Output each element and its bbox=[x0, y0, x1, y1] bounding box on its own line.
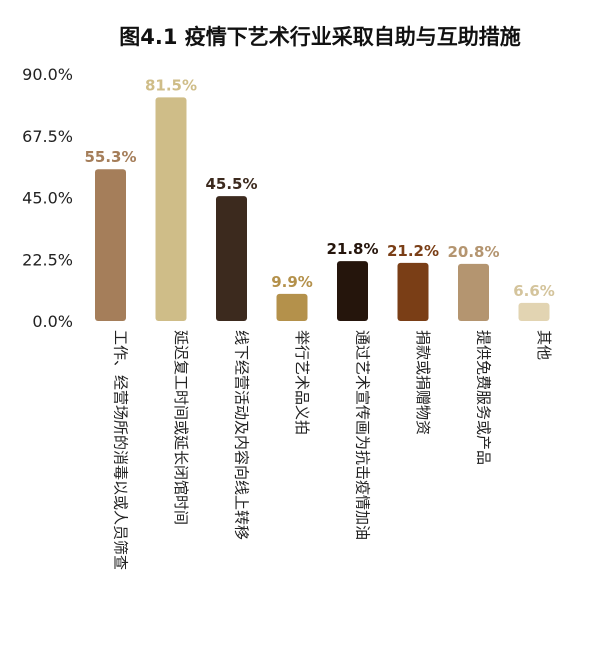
y-tick-label: 22.5% bbox=[22, 250, 73, 269]
value-labels-group: 55.3% 81.5% 45.5% 9.9% 21.8% 21.2% 20.8% 6.6% bbox=[84, 76, 554, 300]
category-label: 捐款或捐赠物资 bbox=[414, 330, 432, 435]
y-axis: 0.0% 22.5% 45.0% 67.5% 90.0% bbox=[22, 65, 73, 331]
value-label: 21.8% bbox=[326, 240, 378, 258]
category-label: 其他 bbox=[535, 330, 553, 360]
bar bbox=[155, 97, 187, 321]
category-label: 工作、经营场所的消毒以或人员筛查 bbox=[112, 330, 130, 570]
category-label: 延迟复工时间或延长闭馆时间 bbox=[172, 330, 190, 525]
value-label: 21.2% bbox=[387, 242, 439, 260]
y-tick-label: 0.0% bbox=[32, 312, 73, 331]
category-label: 举行艺术品义拍 bbox=[293, 330, 311, 435]
bar bbox=[216, 196, 247, 321]
bar bbox=[337, 261, 368, 321]
bar bbox=[458, 263, 489, 321]
y-tick-label: 90.0% bbox=[22, 65, 73, 84]
bars-group bbox=[95, 97, 550, 321]
chart-title: 图4.1 疫情下艺术行业采取自助与互助措施 bbox=[119, 25, 521, 49]
bar bbox=[397, 262, 429, 321]
value-label: 55.3% bbox=[84, 148, 136, 166]
value-label: 6.6% bbox=[513, 282, 555, 300]
value-label: 81.5% bbox=[145, 76, 197, 94]
bar bbox=[276, 293, 308, 321]
value-label: 9.9% bbox=[271, 273, 313, 291]
category-label: 通过艺术宣传画为抗击疫情加油 bbox=[354, 330, 372, 540]
category-label: 提供免费服务或产品 bbox=[475, 330, 493, 465]
category-label: 线下经营活动及内容向线上转移 bbox=[233, 330, 251, 540]
value-label: 45.5% bbox=[205, 175, 257, 193]
category-labels-group: 工作、经营场所的消毒以或人员筛查 延迟复工时间或延长闭馆时间 线下经营活动及内容向线… bbox=[112, 330, 554, 570]
bar bbox=[95, 169, 126, 321]
y-tick-label: 67.5% bbox=[22, 127, 73, 146]
value-label: 20.8% bbox=[447, 243, 499, 261]
y-tick-label: 45.0% bbox=[22, 189, 73, 208]
bar bbox=[518, 302, 550, 321]
